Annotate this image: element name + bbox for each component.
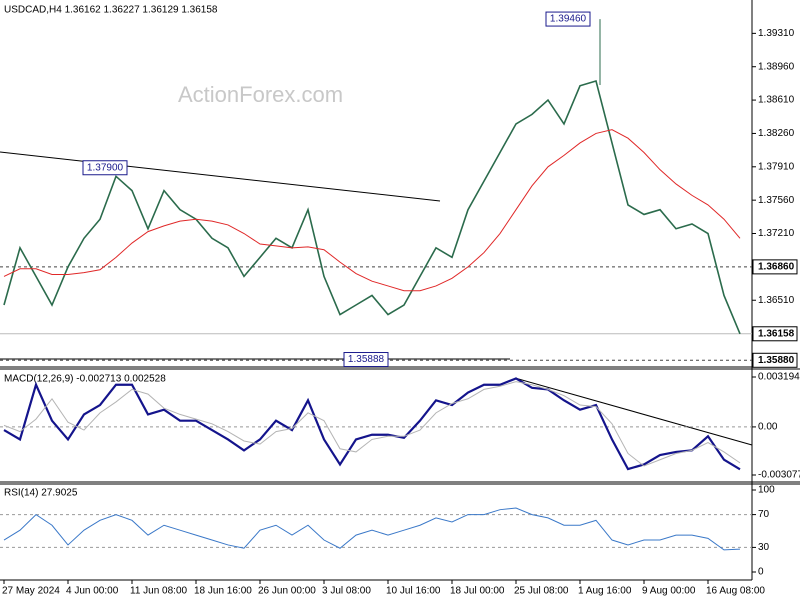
x-tick-label: 26 Jun 00:00 bbox=[258, 586, 316, 597]
x-tick-label: 10 Jul 16:00 bbox=[386, 586, 441, 597]
y-tick-label: -0.003077 bbox=[758, 470, 800, 481]
y-tick-label: 100 bbox=[758, 485, 775, 496]
trend-line bbox=[0, 151, 441, 202]
level-label: 1.36860 bbox=[758, 262, 795, 273]
x-tick-label: 18 Jun 16:00 bbox=[194, 586, 252, 597]
y-tick-label: 70 bbox=[758, 509, 770, 520]
y-tick-label: 1.36510 bbox=[758, 295, 795, 306]
level-label: 1.36158 bbox=[758, 328, 795, 339]
annotation-label: 1.35888 bbox=[348, 354, 385, 365]
level-box bbox=[752, 352, 798, 368]
annotation-label: 1.37900 bbox=[87, 162, 124, 173]
annotation-box bbox=[343, 352, 389, 368]
level-label: 1.35880 bbox=[758, 355, 795, 366]
level-box bbox=[752, 259, 798, 275]
series-line bbox=[3, 129, 741, 292]
series-line bbox=[3, 377, 741, 471]
annotation-label: 1.39460 bbox=[550, 14, 587, 25]
panel-title: USDCAD,H4 1.36162 1.36227 1.36129 1.3615… bbox=[4, 5, 218, 16]
annotation-box bbox=[545, 11, 591, 27]
y-tick-label: 1.37210 bbox=[758, 228, 795, 239]
x-tick-label: 18 Jul 00:00 bbox=[450, 586, 505, 597]
x-tick-label: 16 Aug 08:00 bbox=[706, 586, 765, 597]
panel-title: RSI(14) 27.9025 bbox=[4, 488, 78, 499]
watermark: ActionForex.com bbox=[178, 82, 343, 107]
trend-line bbox=[514, 377, 753, 446]
series-line bbox=[3, 80, 741, 335]
y-tick-label: 1.38610 bbox=[758, 95, 795, 106]
y-tick-label: 1.39310 bbox=[758, 28, 795, 39]
y-tick-label: 1.38260 bbox=[758, 128, 795, 139]
x-tick-label: 9 Aug 00:00 bbox=[642, 586, 696, 597]
y-tick-label: 1.38960 bbox=[758, 61, 795, 72]
y-tick-label: 0 bbox=[758, 567, 764, 578]
x-tick-label: 1 Aug 16:00 bbox=[578, 586, 632, 597]
x-tick-label: 11 Jun 08:00 bbox=[130, 586, 188, 597]
level-box bbox=[752, 326, 798, 342]
x-tick-label: 27 May 2024 bbox=[2, 586, 60, 597]
y-tick-label: 30 bbox=[758, 542, 770, 553]
y-tick-label: 0.003194 bbox=[758, 372, 800, 383]
annotation-box bbox=[82, 160, 128, 176]
panel-title: MACD(12,26,9) -0.002713 0.002528 bbox=[4, 374, 166, 385]
x-tick-label: 4 Jun 00:00 bbox=[66, 586, 119, 597]
x-tick-label: 3 Jul 08:00 bbox=[322, 586, 371, 597]
series-line bbox=[3, 381, 741, 467]
y-tick-label: 1.37910 bbox=[758, 161, 795, 172]
x-tick-label: 25 Jul 08:00 bbox=[514, 586, 569, 597]
series-line bbox=[3, 507, 741, 551]
y-tick-label: 0.00 bbox=[758, 422, 778, 433]
y-tick-label: 1.37560 bbox=[758, 195, 795, 206]
